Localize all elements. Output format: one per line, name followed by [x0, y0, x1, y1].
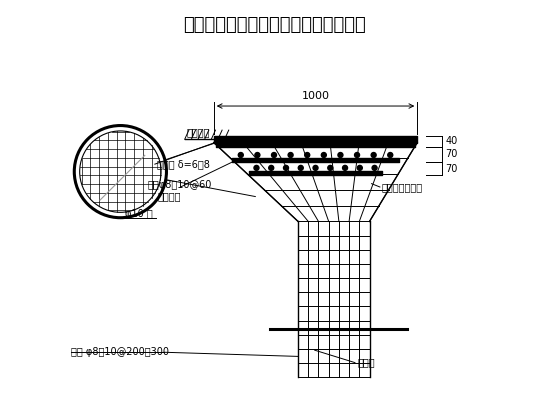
- Circle shape: [371, 153, 376, 158]
- Text: 1000: 1000: [301, 91, 329, 101]
- Circle shape: [298, 166, 303, 171]
- Text: 70: 70: [446, 149, 458, 159]
- Circle shape: [277, 137, 282, 142]
- Text: 40: 40: [446, 136, 458, 146]
- Circle shape: [271, 153, 277, 158]
- Circle shape: [283, 166, 288, 171]
- Circle shape: [241, 137, 246, 142]
- Text: φ10 箍: φ10 箍: [124, 209, 152, 219]
- Circle shape: [338, 153, 343, 158]
- Circle shape: [404, 137, 409, 142]
- Text: 网片φ8～10@60: 网片φ8～10@60: [147, 180, 212, 190]
- Circle shape: [295, 137, 300, 142]
- Circle shape: [313, 137, 318, 142]
- Circle shape: [254, 166, 259, 171]
- Circle shape: [372, 166, 377, 171]
- Circle shape: [313, 166, 318, 171]
- Circle shape: [259, 137, 264, 142]
- Circle shape: [255, 153, 260, 158]
- Circle shape: [388, 153, 393, 158]
- Circle shape: [331, 137, 336, 142]
- Circle shape: [355, 153, 359, 158]
- Circle shape: [357, 166, 362, 171]
- Circle shape: [328, 166, 333, 171]
- Text: 自然地面: 自然地面: [187, 127, 210, 138]
- Text: 钢板箱 δ=6～8: 钢板箱 δ=6～8: [157, 159, 210, 169]
- Circle shape: [222, 137, 227, 142]
- Circle shape: [349, 137, 354, 142]
- Text: 箍筋 φ8～10@200～300: 箍筋 φ8～10@200～300: [71, 347, 169, 357]
- Text: 单桩竖向抗压静荷载试验桩头加固设计: 单桩竖向抗压静荷载试验桩头加固设计: [182, 16, 366, 34]
- Text: 主筋与原桩身同: 主筋与原桩身同: [382, 182, 423, 192]
- Circle shape: [305, 153, 310, 158]
- Circle shape: [288, 153, 293, 158]
- Text: 70: 70: [446, 163, 458, 173]
- Circle shape: [385, 137, 391, 142]
- Circle shape: [367, 137, 373, 142]
- Circle shape: [238, 153, 243, 158]
- Circle shape: [321, 153, 326, 158]
- Circle shape: [269, 166, 273, 171]
- Text: 原桩身: 原桩身: [357, 358, 375, 368]
- Text: 双向三层: 双向三层: [158, 191, 181, 201]
- Circle shape: [342, 166, 347, 171]
